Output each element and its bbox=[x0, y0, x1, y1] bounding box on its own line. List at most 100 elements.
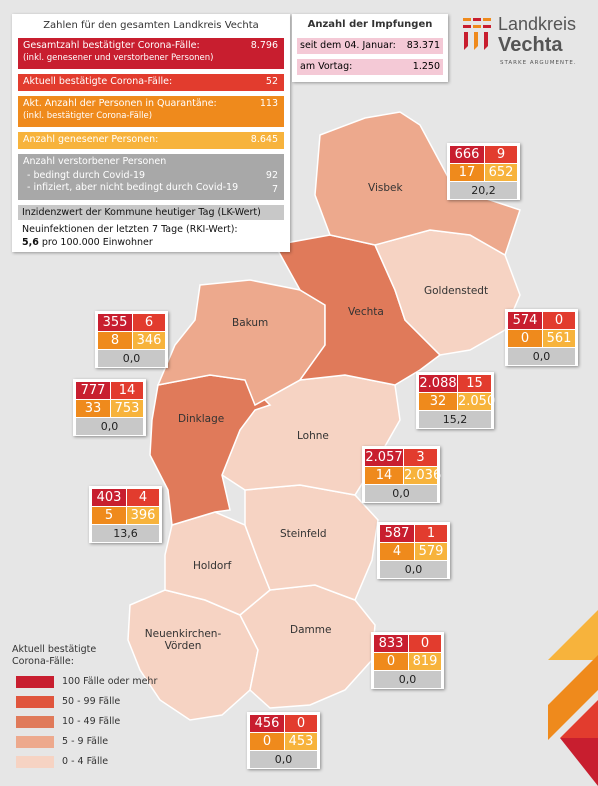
legend-swatch-4 bbox=[16, 736, 54, 748]
legend-swatch-1 bbox=[16, 676, 54, 688]
databox-steinfeld: 587 1 4 579 0,0 bbox=[377, 522, 450, 579]
legend-swatch-5 bbox=[16, 756, 54, 768]
town-label-vechta: Vechta bbox=[348, 306, 384, 318]
databox-dinklage: 777 14 33 753 0,0 bbox=[73, 379, 146, 436]
rki-label: Neuinfektionen der letzten 7 Tage (RKI-W… bbox=[22, 224, 238, 235]
databox-goldenstedt-total: 574 bbox=[508, 312, 542, 329]
town-label-neuenkirchen: Neuenkirchen-Vörden bbox=[142, 628, 224, 652]
stat-deceased-value2: 7 bbox=[271, 184, 278, 195]
databox-vechta-quarantine: 32 bbox=[419, 393, 457, 410]
vaccine-since-label: seit dem 04. Januar: bbox=[300, 40, 396, 51]
legend-label-4: 5 - 9 Fälle bbox=[62, 736, 109, 747]
stat-total-sub: (inkl. genesener und verstorbener Person… bbox=[23, 53, 214, 63]
databox-bakum-quarantine: 8 bbox=[98, 332, 132, 349]
databox-lohne-total: 2.057 bbox=[365, 449, 403, 466]
databox-bakum-total: 355 bbox=[98, 314, 132, 331]
stat-deceased-sub1: - bedingt durch Covid-19 bbox=[27, 170, 146, 181]
databox-steinfeld-current: 1 bbox=[415, 525, 447, 542]
databox-damme: 833 0 0 819 0,0 bbox=[371, 632, 444, 689]
databox-steinfeld-total: 587 bbox=[380, 525, 414, 542]
databox-damme-total: 833 bbox=[374, 635, 408, 652]
stat-deceased: Anzahl verstorbener Personen - bedingt d… bbox=[18, 154, 284, 200]
databox-lohne-current: 3 bbox=[404, 449, 437, 466]
stat-total-label: Gesamtzahl bestätigter Corona-Fälle: bbox=[23, 40, 200, 51]
town-label-steinfeld: Steinfeld bbox=[280, 528, 327, 540]
corner-deco-4 bbox=[560, 738, 598, 786]
databox-steinfeld-incidence: 0,0 bbox=[380, 561, 447, 578]
databox-vechta-current: 15 bbox=[458, 375, 491, 392]
databox-goldenstedt-quarantine: 0 bbox=[508, 330, 542, 347]
stat-quarantine-value: 113 bbox=[259, 98, 278, 109]
town-label-neuenkirchen-text: Neuenkirchen-Vörden bbox=[144, 628, 222, 652]
databox-bakum-current: 6 bbox=[133, 314, 165, 331]
region-holdorf bbox=[164, 511, 271, 616]
town-label-lohne: Lohne bbox=[297, 430, 329, 442]
databox-neuenkirchen-current: 0 bbox=[285, 715, 317, 732]
databox-bakum: 355 6 8 346 0,0 bbox=[95, 311, 168, 368]
town-label-dinklage: Dinklage bbox=[178, 413, 225, 425]
databox-neuenkirchen-incidence: 0,0 bbox=[250, 751, 317, 768]
databox-visbek-total: 666 bbox=[450, 146, 484, 163]
databox-damme-recovered: 819 bbox=[409, 653, 441, 670]
stat-current-label: Aktuell bestätigte Corona-Fälle: bbox=[23, 76, 173, 87]
coat-of-arms-icon bbox=[463, 18, 491, 50]
databox-steinfeld-quarantine: 4 bbox=[380, 543, 414, 560]
stat-deceased-sub2: - infiziert, aber nicht bedingt durch Co… bbox=[27, 182, 239, 193]
databox-bakum-recovered: 346 bbox=[133, 332, 165, 349]
databox-visbek-quarantine: 17 bbox=[450, 164, 484, 181]
legend-title-2: Corona-Fälle: bbox=[12, 656, 74, 667]
stat-total: Gesamtzahl bestätigter Corona-Fälle: (in… bbox=[18, 38, 284, 69]
stat-total-value: 8.796 bbox=[250, 40, 278, 51]
databox-damme-quarantine: 0 bbox=[374, 653, 408, 670]
logo: Landkreis Vechta STARKE ARGUMENTE. bbox=[462, 14, 592, 70]
stat-quarantine-label: Akt. Anzahl der Personen in Quarantäne: bbox=[23, 98, 217, 109]
vaccine-since-value: 83.371 bbox=[406, 40, 440, 51]
databox-holdorf-recovered: 396 bbox=[127, 507, 159, 524]
legend-label-3: 10 - 49 Fälle bbox=[62, 716, 121, 727]
databox-lohne: 2.057 3 14 2.036 0,0 bbox=[362, 446, 442, 503]
legend: Aktuell bestätigte Corona-Fälle: 100 Fäl… bbox=[0, 640, 180, 780]
corner-deco-3 bbox=[560, 700, 598, 738]
databox-goldenstedt-incidence: 0,0 bbox=[508, 348, 575, 365]
region-damme bbox=[239, 584, 376, 709]
stat-quarantine-sub: (inkl. bestätigter Corona-Fälle) bbox=[23, 111, 153, 121]
databox-neuenkirchen: 456 0 0 453 0,0 bbox=[247, 712, 320, 769]
corner-deco-2 bbox=[548, 655, 598, 740]
town-label-goldenstedt: Goldenstedt bbox=[424, 285, 489, 297]
stat-recovered-label: Anzahl genesener Personen: bbox=[23, 134, 159, 145]
stat-current-value: 52 bbox=[265, 76, 278, 87]
incidence-label: Inzidenzwert der Kommune heutiger Tag (L… bbox=[18, 205, 284, 220]
logo-line1: Landkreis bbox=[498, 14, 577, 34]
databox-lohne-incidence: 0,0 bbox=[365, 485, 437, 502]
vaccine-prev-row: am Vortag: 1.250 bbox=[297, 59, 443, 75]
databox-lohne-recovered: 2.036 bbox=[404, 467, 442, 484]
databox-goldenstedt: 574 0 0 561 0,0 bbox=[505, 309, 578, 366]
databox-damme-current: 0 bbox=[409, 635, 441, 652]
databox-dinklage-incidence: 0,0 bbox=[76, 418, 143, 435]
stat-deceased-label: Anzahl verstorbener Personen bbox=[23, 156, 167, 167]
stat-recovered-value: 8.645 bbox=[250, 134, 278, 145]
town-label-holdorf: Holdorf bbox=[193, 560, 232, 572]
databox-vechta-incidence: 15,2 bbox=[419, 411, 491, 428]
town-label-visbek: Visbek bbox=[368, 182, 403, 194]
legend-label-1: 100 Fälle oder mehr bbox=[62, 676, 158, 687]
legend-title-1: Aktuell bestätigte bbox=[12, 644, 97, 655]
logo-line2: Vechta bbox=[498, 34, 563, 56]
stats-panel: Zahlen für den gesamten Landkreis Vechta… bbox=[12, 14, 290, 252]
stat-recovered: Anzahl genesener Personen: 8.645 bbox=[18, 132, 284, 149]
databox-holdorf-current: 4 bbox=[127, 489, 159, 506]
town-label-bakum: Bakum bbox=[232, 317, 269, 329]
databox-dinklage-quarantine: 33 bbox=[76, 400, 110, 417]
databox-holdorf-incidence: 13,6 bbox=[92, 525, 159, 542]
stat-deceased-value1: 92 bbox=[265, 170, 278, 181]
vaccine-panel: Anzahl der Impfungen seit dem 04. Januar… bbox=[292, 14, 448, 82]
databox-holdorf: 403 4 5 396 13,6 bbox=[89, 486, 162, 543]
rki-suffix: pro 100.000 Einwohner bbox=[41, 237, 153, 248]
databox-dinklage-recovered: 753 bbox=[111, 400, 143, 417]
town-label-damme: Damme bbox=[290, 624, 332, 636]
databox-visbek: 666 9 17 652 20,2 bbox=[447, 143, 520, 200]
databox-lohne-quarantine: 14 bbox=[365, 467, 403, 484]
corner-deco-1 bbox=[548, 610, 598, 660]
legend-swatch-3 bbox=[16, 716, 54, 728]
databox-goldenstedt-current: 0 bbox=[543, 312, 575, 329]
